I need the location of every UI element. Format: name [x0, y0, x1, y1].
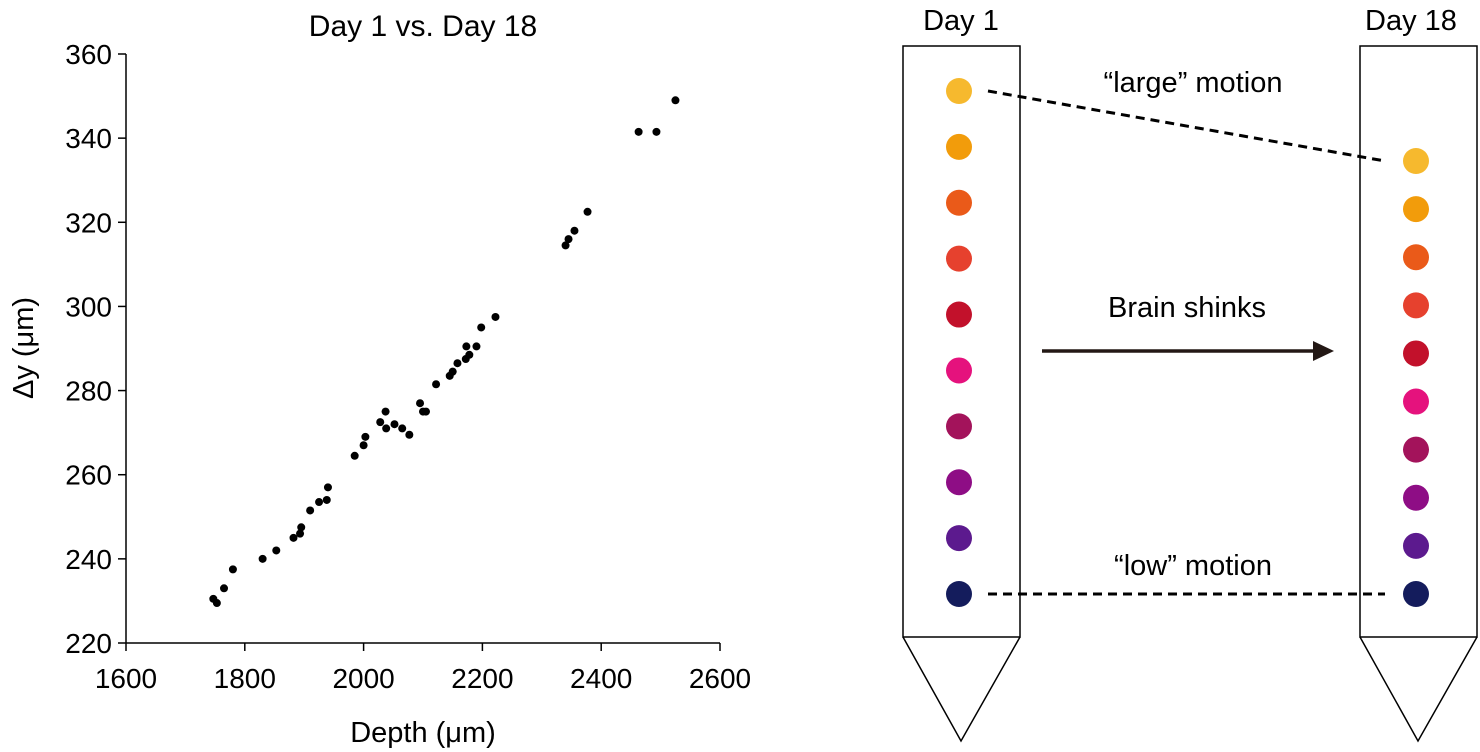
data-point	[421, 407, 430, 416]
day18-recording-site	[1403, 581, 1429, 607]
day1-recording-site	[946, 525, 972, 552]
data-point	[359, 441, 368, 450]
y-tick-label: 220	[65, 628, 112, 659]
y-tick-label: 240	[65, 544, 112, 575]
day18-recording-site	[1403, 532, 1429, 559]
data-point	[472, 342, 481, 351]
probe-day1-shank	[902, 45, 1021, 638]
data-point	[652, 127, 661, 136]
data-point	[432, 380, 441, 389]
data-point	[405, 430, 414, 439]
day18-recording-site	[1403, 340, 1429, 367]
y-ticks: 220 240 260 280 300 320 340 360	[65, 39, 126, 659]
data-point	[212, 599, 221, 608]
data-point	[462, 342, 471, 351]
day1-recording-site	[946, 301, 972, 328]
day1-recording-site	[946, 245, 972, 272]
x-tick-label: 2600	[689, 663, 751, 694]
day18-recording-site	[1403, 388, 1429, 415]
day18-recording-site	[1403, 484, 1429, 511]
data-point	[272, 546, 281, 555]
y-axis-label: Δy (μm)	[8, 297, 40, 399]
data-point	[220, 584, 229, 593]
x-axis-label: Depth (μm)	[350, 717, 496, 749]
shrink-arrow-head	[1313, 341, 1334, 361]
data-point	[671, 96, 680, 105]
y-tick-label: 340	[65, 123, 112, 154]
day1-recording-site	[946, 78, 972, 104]
y-tick-label: 300	[65, 291, 112, 322]
data-point	[381, 407, 390, 416]
sites-day18	[1403, 148, 1429, 607]
data-point	[322, 495, 331, 504]
data-point	[258, 554, 267, 563]
y-tick-label: 320	[65, 207, 112, 238]
data-point	[491, 312, 500, 321]
large-motion-connector	[987, 89, 1386, 163]
data-point	[390, 420, 399, 429]
data-point	[564, 235, 573, 244]
x-tick-label: 2200	[451, 663, 513, 694]
data-point	[228, 565, 237, 574]
data-point	[416, 399, 425, 408]
data-point	[583, 207, 592, 216]
brain-shrinks-label: Brain shinks	[1108, 292, 1266, 324]
data-point	[306, 506, 315, 515]
data-point	[477, 323, 486, 332]
x-tick-label: 2000	[332, 663, 394, 694]
sites-day1	[946, 78, 972, 607]
y-tick-label: 280	[65, 376, 112, 407]
y-tick-label: 260	[65, 460, 112, 491]
data-point	[382, 424, 391, 433]
x-tick-label: 2400	[570, 663, 632, 694]
data-point	[296, 529, 305, 538]
data-point	[453, 359, 462, 368]
data-point	[376, 418, 385, 427]
data-point	[634, 127, 643, 136]
day1-recording-site	[946, 133, 972, 160]
scatter-chart: Day 1 vs. Day 18 220 240 260 280 300 320 340 36…	[8, 10, 751, 749]
large-motion-label: “large” motion	[1104, 67, 1283, 99]
probe-day18-label: Day 18	[1365, 5, 1457, 37]
day1-recording-site	[946, 469, 972, 496]
data-point	[398, 424, 407, 433]
chart-title: Day 1 vs. Day 18	[309, 10, 537, 43]
day18-recording-site	[1403, 292, 1429, 319]
x-ticks: 1600 1800 2000 2200 2400 2600	[95, 643, 751, 694]
low-motion-label: “low” motion	[1114, 550, 1272, 582]
day1-recording-site	[946, 581, 972, 607]
data-point	[315, 498, 324, 507]
data-point	[465, 350, 474, 359]
day18-recording-site	[1403, 436, 1429, 463]
data-points	[209, 96, 680, 608]
data-point	[350, 451, 359, 460]
data-point	[297, 523, 306, 532]
data-point	[323, 483, 332, 492]
day1-recording-site	[946, 413, 972, 440]
day1-recording-site	[946, 189, 972, 216]
data-point	[561, 241, 570, 250]
x-tick-label: 1800	[214, 663, 276, 694]
data-point	[361, 432, 370, 441]
probe-day1-label: Day 1	[923, 5, 999, 37]
data-point	[448, 367, 457, 376]
day18-recording-site	[1403, 196, 1429, 223]
probe-day18: Day 18	[1359, 5, 1478, 743]
data-point	[289, 533, 298, 542]
probe-day1: Day 1	[902, 5, 1021, 743]
probe-day18-shank	[1359, 45, 1478, 638]
day18-recording-site	[1403, 244, 1429, 271]
data-point	[570, 226, 579, 235]
day1-recording-site	[946, 357, 972, 384]
probe-day18-tip	[1359, 636, 1478, 743]
y-tick-label: 360	[65, 39, 112, 70]
probe-diagram: Day 1 Day 18 “large” motion Brain shinks…	[902, 5, 1478, 743]
day18-recording-site	[1403, 148, 1429, 174]
x-tick-label: 1600	[95, 663, 157, 694]
probe-day1-tip	[902, 636, 1021, 743]
